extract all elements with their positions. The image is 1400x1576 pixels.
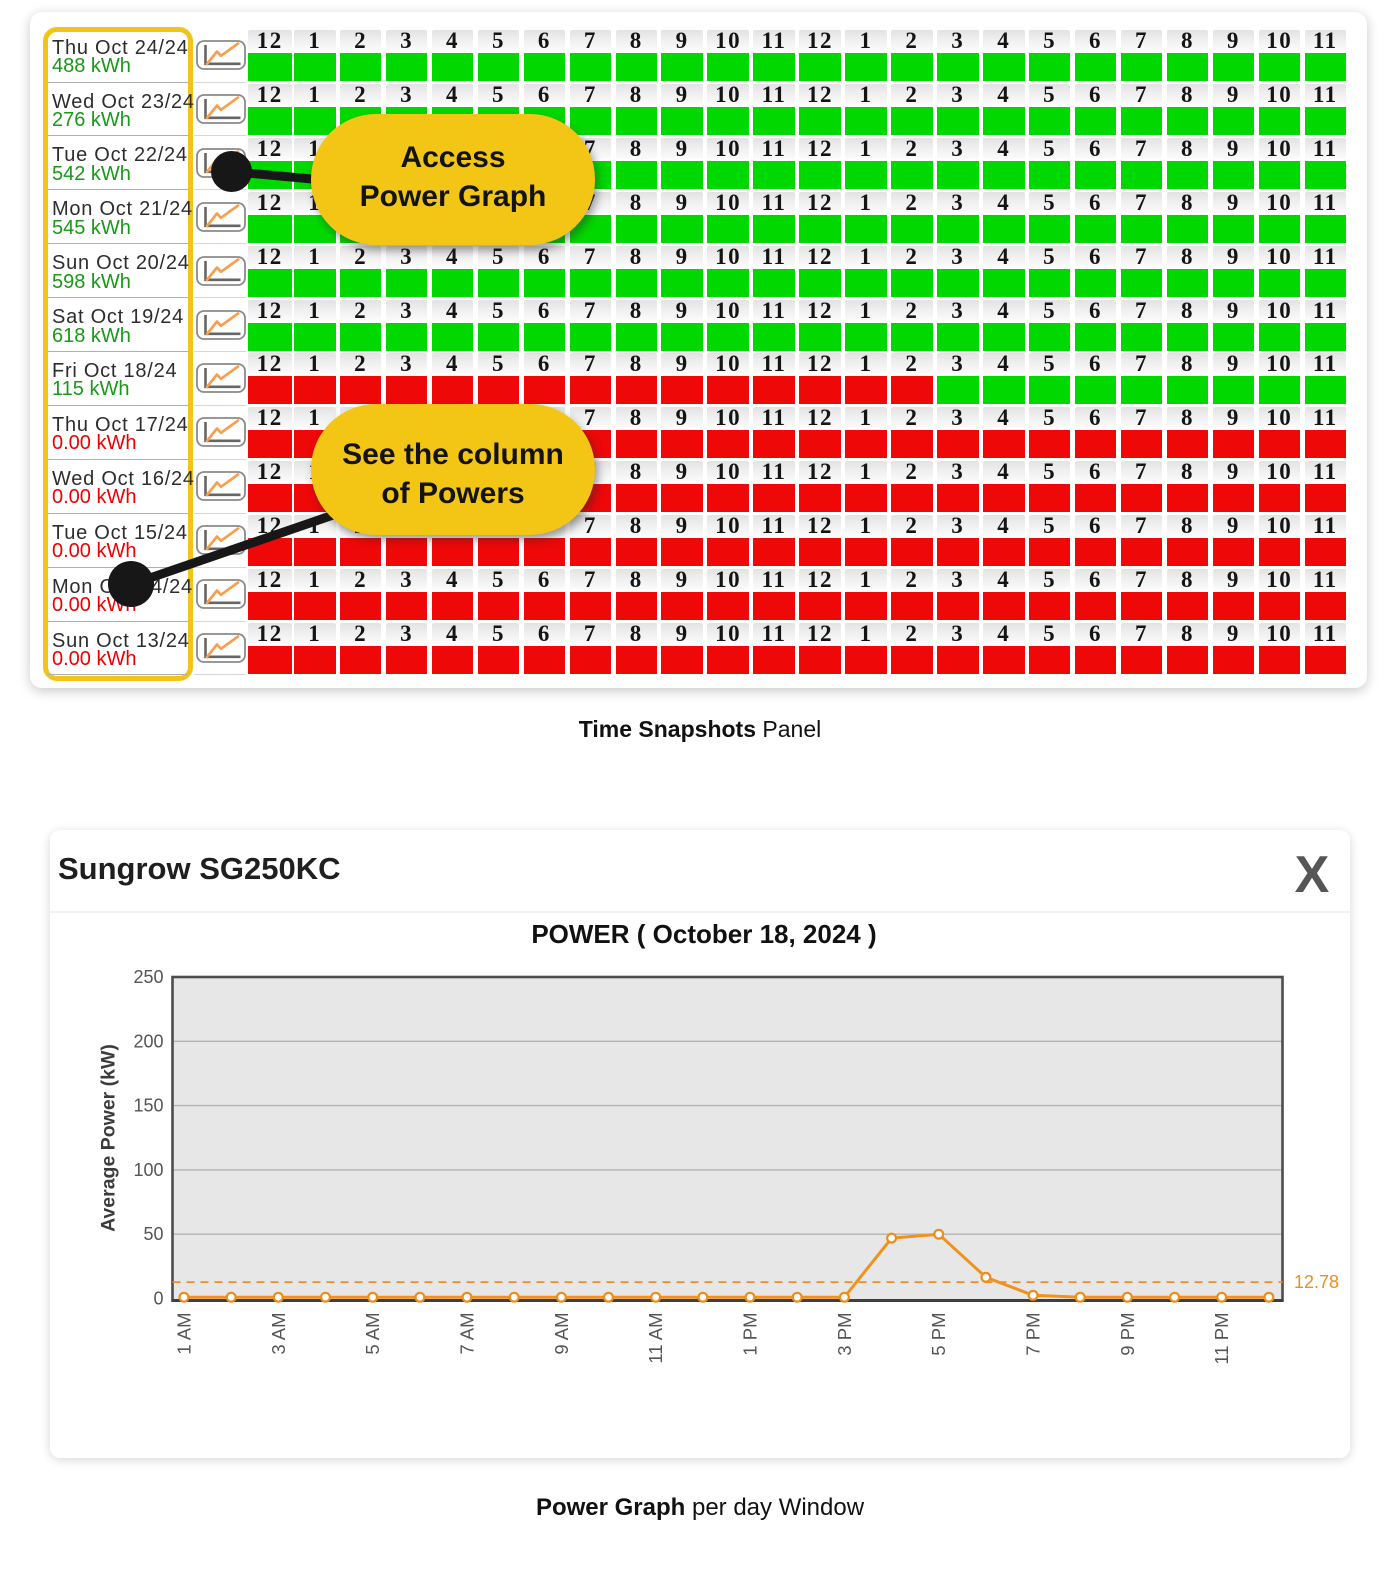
svg-text:0: 0 bbox=[153, 1289, 163, 1309]
svg-text:9 PM: 9 PM bbox=[1117, 1313, 1138, 1356]
svg-text:9 AM: 9 AM bbox=[551, 1313, 572, 1355]
svg-text:1 PM: 1 PM bbox=[740, 1313, 761, 1356]
svg-text:7 AM: 7 AM bbox=[457, 1313, 478, 1355]
svg-text:5 AM: 5 AM bbox=[362, 1313, 383, 1355]
svg-text:1 AM: 1 AM bbox=[174, 1313, 195, 1355]
svg-text:150: 150 bbox=[133, 1096, 163, 1116]
svg-text:7 PM: 7 PM bbox=[1023, 1313, 1044, 1356]
svg-text:11 PM: 11 PM bbox=[1211, 1313, 1232, 1365]
svg-text:Average Power (kW): Average Power (kW) bbox=[98, 1044, 120, 1232]
svg-text:100: 100 bbox=[133, 1160, 163, 1180]
svg-text:11 AM: 11 AM bbox=[645, 1313, 666, 1364]
svg-text:50: 50 bbox=[143, 1224, 163, 1244]
svg-text:200: 200 bbox=[133, 1031, 163, 1051]
svg-text:250: 250 bbox=[133, 967, 163, 987]
svg-text:5 PM: 5 PM bbox=[928, 1313, 949, 1356]
svg-text:3 AM: 3 AM bbox=[268, 1313, 289, 1355]
svg-text:12.78: 12.78 bbox=[1294, 1272, 1339, 1292]
svg-text:3 PM: 3 PM bbox=[834, 1313, 855, 1356]
